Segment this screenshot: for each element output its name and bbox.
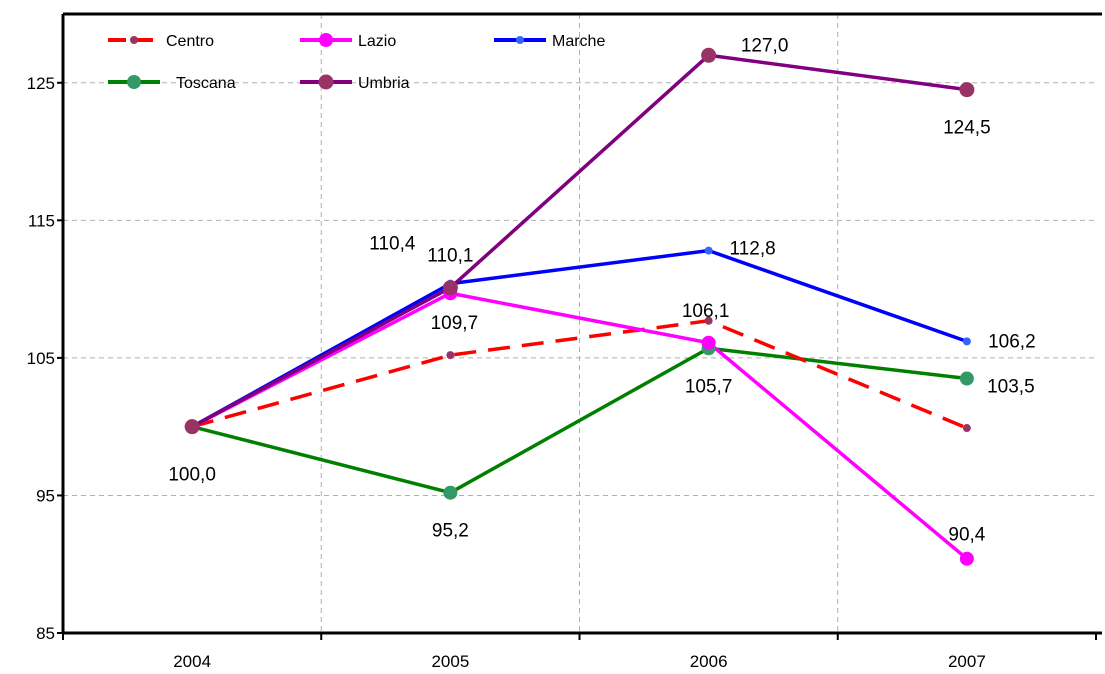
- data-label-toscana-2004: 100,0: [168, 465, 216, 486]
- series-lines: [191, 53, 968, 561]
- legend-label-lazio: Lazio: [358, 33, 396, 50]
- series-line-umbria: [191, 53, 968, 429]
- marker-centro-2007: [962, 424, 971, 433]
- marker-marche-2007: [962, 337, 971, 346]
- x-tick-label: 2004: [173, 652, 211, 671]
- legend-marker-toscana: [127, 75, 141, 89]
- data-label-lazio-2006: 106,1: [682, 301, 730, 322]
- data-label-marche-2006: 112,8: [730, 239, 776, 260]
- data-label-toscana-2006: 105,7: [685, 376, 733, 397]
- legend-label-toscana: Toscana: [176, 75, 236, 92]
- series-line-lazio: [191, 291, 968, 561]
- grid-lines: [63, 14, 1096, 633]
- marker-umbria-2007: [959, 82, 975, 98]
- marker-centro-2006: [704, 316, 713, 325]
- data-label-lazio-2005: 109,7: [431, 313, 479, 334]
- x-tick-label: 2005: [431, 652, 469, 671]
- marker-lazio-2007: [959, 551, 974, 566]
- data-label-toscana-2007: 103,5: [987, 377, 1035, 398]
- data-label-marche-2007: 106,2: [988, 331, 1036, 352]
- legend-marker-umbria: [318, 74, 334, 90]
- data-label-umbria-2005: 110,1: [427, 246, 473, 267]
- data-label-umbria-2007: 124,5: [943, 118, 991, 139]
- marker-centro-2005: [446, 351, 455, 360]
- data-labels: 100,0 110,4 110,1 109,7 95,2 127,0 112,8 106,1 1…: [168, 35, 1035, 545]
- marker-umbria-2006: [701, 47, 717, 63]
- series-markers: [184, 47, 975, 566]
- legend-label-marche: Marche: [552, 33, 605, 50]
- chart-legend: Centro Lazio Marche Toscana Umbria: [108, 33, 605, 92]
- legend-label-centro: Centro: [166, 33, 214, 50]
- legend-label-umbria: Umbria: [358, 75, 410, 92]
- y-tick-label: 95: [36, 486, 55, 505]
- marker-lazio-2006: [701, 335, 716, 350]
- data-label-marche-2005: 110,4: [369, 234, 416, 255]
- marker-marche-2006: [704, 246, 713, 255]
- y-tick-label: 105: [27, 349, 55, 368]
- data-label-umbria-2006: 127,0: [741, 35, 789, 56]
- data-label-toscana-2005: 95,2: [432, 521, 469, 542]
- marker-toscana-2007: [959, 371, 974, 386]
- marker-umbria-2004: [184, 419, 200, 435]
- y-tick-label: 115: [28, 211, 55, 230]
- x-tick-label: 2007: [948, 652, 986, 671]
- marker-toscana-2005: [443, 485, 458, 500]
- y-tick-label: 85: [36, 624, 55, 643]
- y-tick-label: 125: [27, 74, 55, 93]
- legend-marker-centro: [130, 36, 138, 44]
- series-line-marche: [191, 248, 968, 429]
- marker-umbria-2005: [442, 280, 458, 296]
- tick-labels: 85 95 105 115 125 2004 2005 2006 2007: [27, 74, 986, 671]
- legend-marker-lazio: [319, 33, 333, 47]
- chart-axes: [57, 12, 1102, 640]
- series-line-toscana: [191, 346, 968, 495]
- data-label-lazio-2007: 90,4: [948, 525, 985, 546]
- legend-marker-marche: [516, 36, 524, 44]
- x-tick-label: 2006: [690, 652, 728, 671]
